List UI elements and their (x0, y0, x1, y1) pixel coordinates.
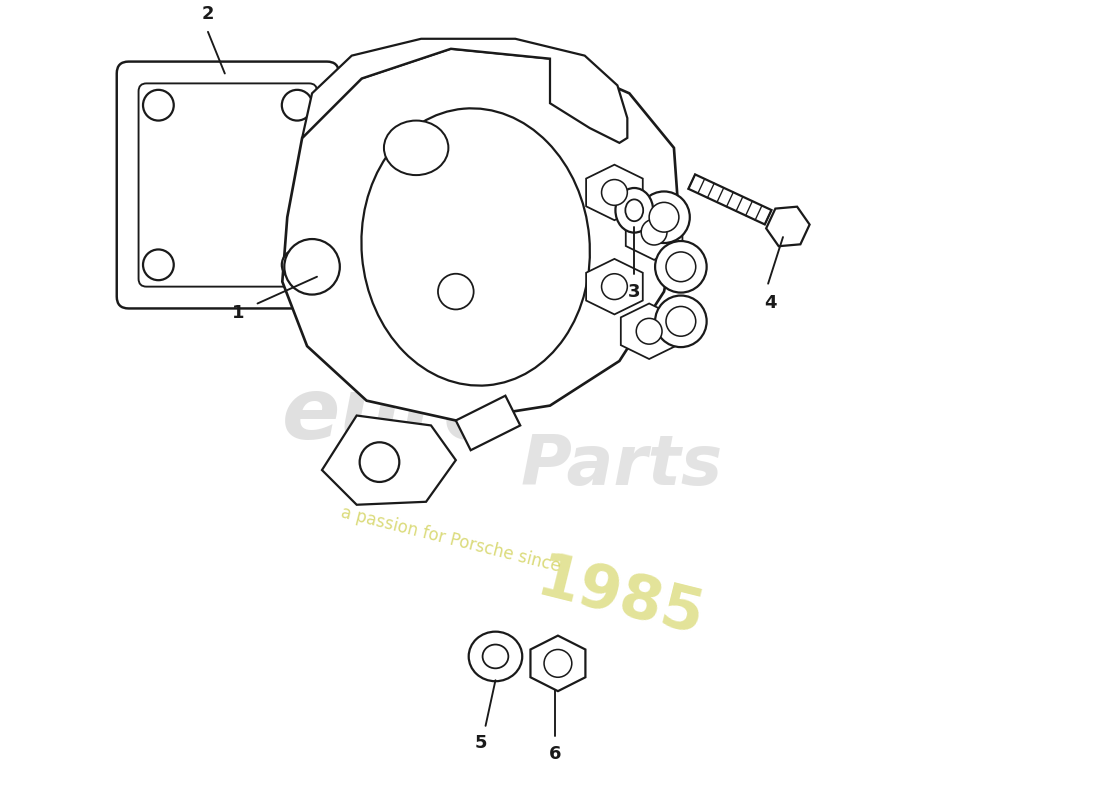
Ellipse shape (638, 191, 690, 243)
Circle shape (602, 179, 627, 206)
Circle shape (636, 318, 662, 344)
Ellipse shape (666, 306, 695, 336)
Polygon shape (283, 49, 679, 421)
Text: euro: euro (283, 374, 504, 457)
Polygon shape (302, 38, 627, 143)
Ellipse shape (625, 199, 644, 222)
Text: a passion for Porsche since: a passion for Porsche since (339, 503, 562, 575)
Ellipse shape (384, 121, 449, 175)
Polygon shape (689, 174, 771, 225)
Circle shape (641, 219, 667, 245)
Text: 1985: 1985 (530, 550, 710, 648)
Circle shape (360, 442, 399, 482)
Circle shape (282, 90, 312, 121)
Circle shape (282, 250, 312, 280)
Circle shape (544, 650, 572, 678)
Circle shape (438, 274, 474, 310)
FancyBboxPatch shape (117, 62, 339, 309)
FancyBboxPatch shape (139, 83, 317, 286)
Polygon shape (586, 259, 642, 314)
Polygon shape (586, 165, 642, 220)
Ellipse shape (656, 241, 706, 293)
Text: Parts: Parts (520, 431, 723, 498)
Ellipse shape (666, 252, 695, 282)
Circle shape (143, 90, 174, 121)
Circle shape (593, 265, 636, 309)
Text: 6: 6 (549, 745, 561, 762)
Text: 3: 3 (628, 282, 640, 301)
Text: 2: 2 (201, 5, 214, 23)
Circle shape (632, 210, 675, 254)
Circle shape (593, 170, 636, 214)
Polygon shape (455, 396, 520, 450)
Polygon shape (620, 303, 678, 359)
Polygon shape (626, 204, 682, 260)
Circle shape (284, 239, 340, 294)
Text: 1: 1 (231, 305, 244, 322)
Ellipse shape (615, 188, 653, 233)
Polygon shape (767, 206, 810, 246)
Ellipse shape (649, 202, 679, 232)
Text: 4: 4 (763, 294, 777, 313)
Ellipse shape (483, 645, 508, 668)
Ellipse shape (362, 108, 590, 386)
Polygon shape (322, 415, 455, 505)
Circle shape (143, 250, 174, 280)
Circle shape (602, 274, 627, 299)
Ellipse shape (469, 632, 522, 682)
Ellipse shape (656, 295, 706, 347)
Text: 5: 5 (474, 734, 487, 752)
Polygon shape (530, 636, 585, 691)
Circle shape (627, 310, 671, 353)
